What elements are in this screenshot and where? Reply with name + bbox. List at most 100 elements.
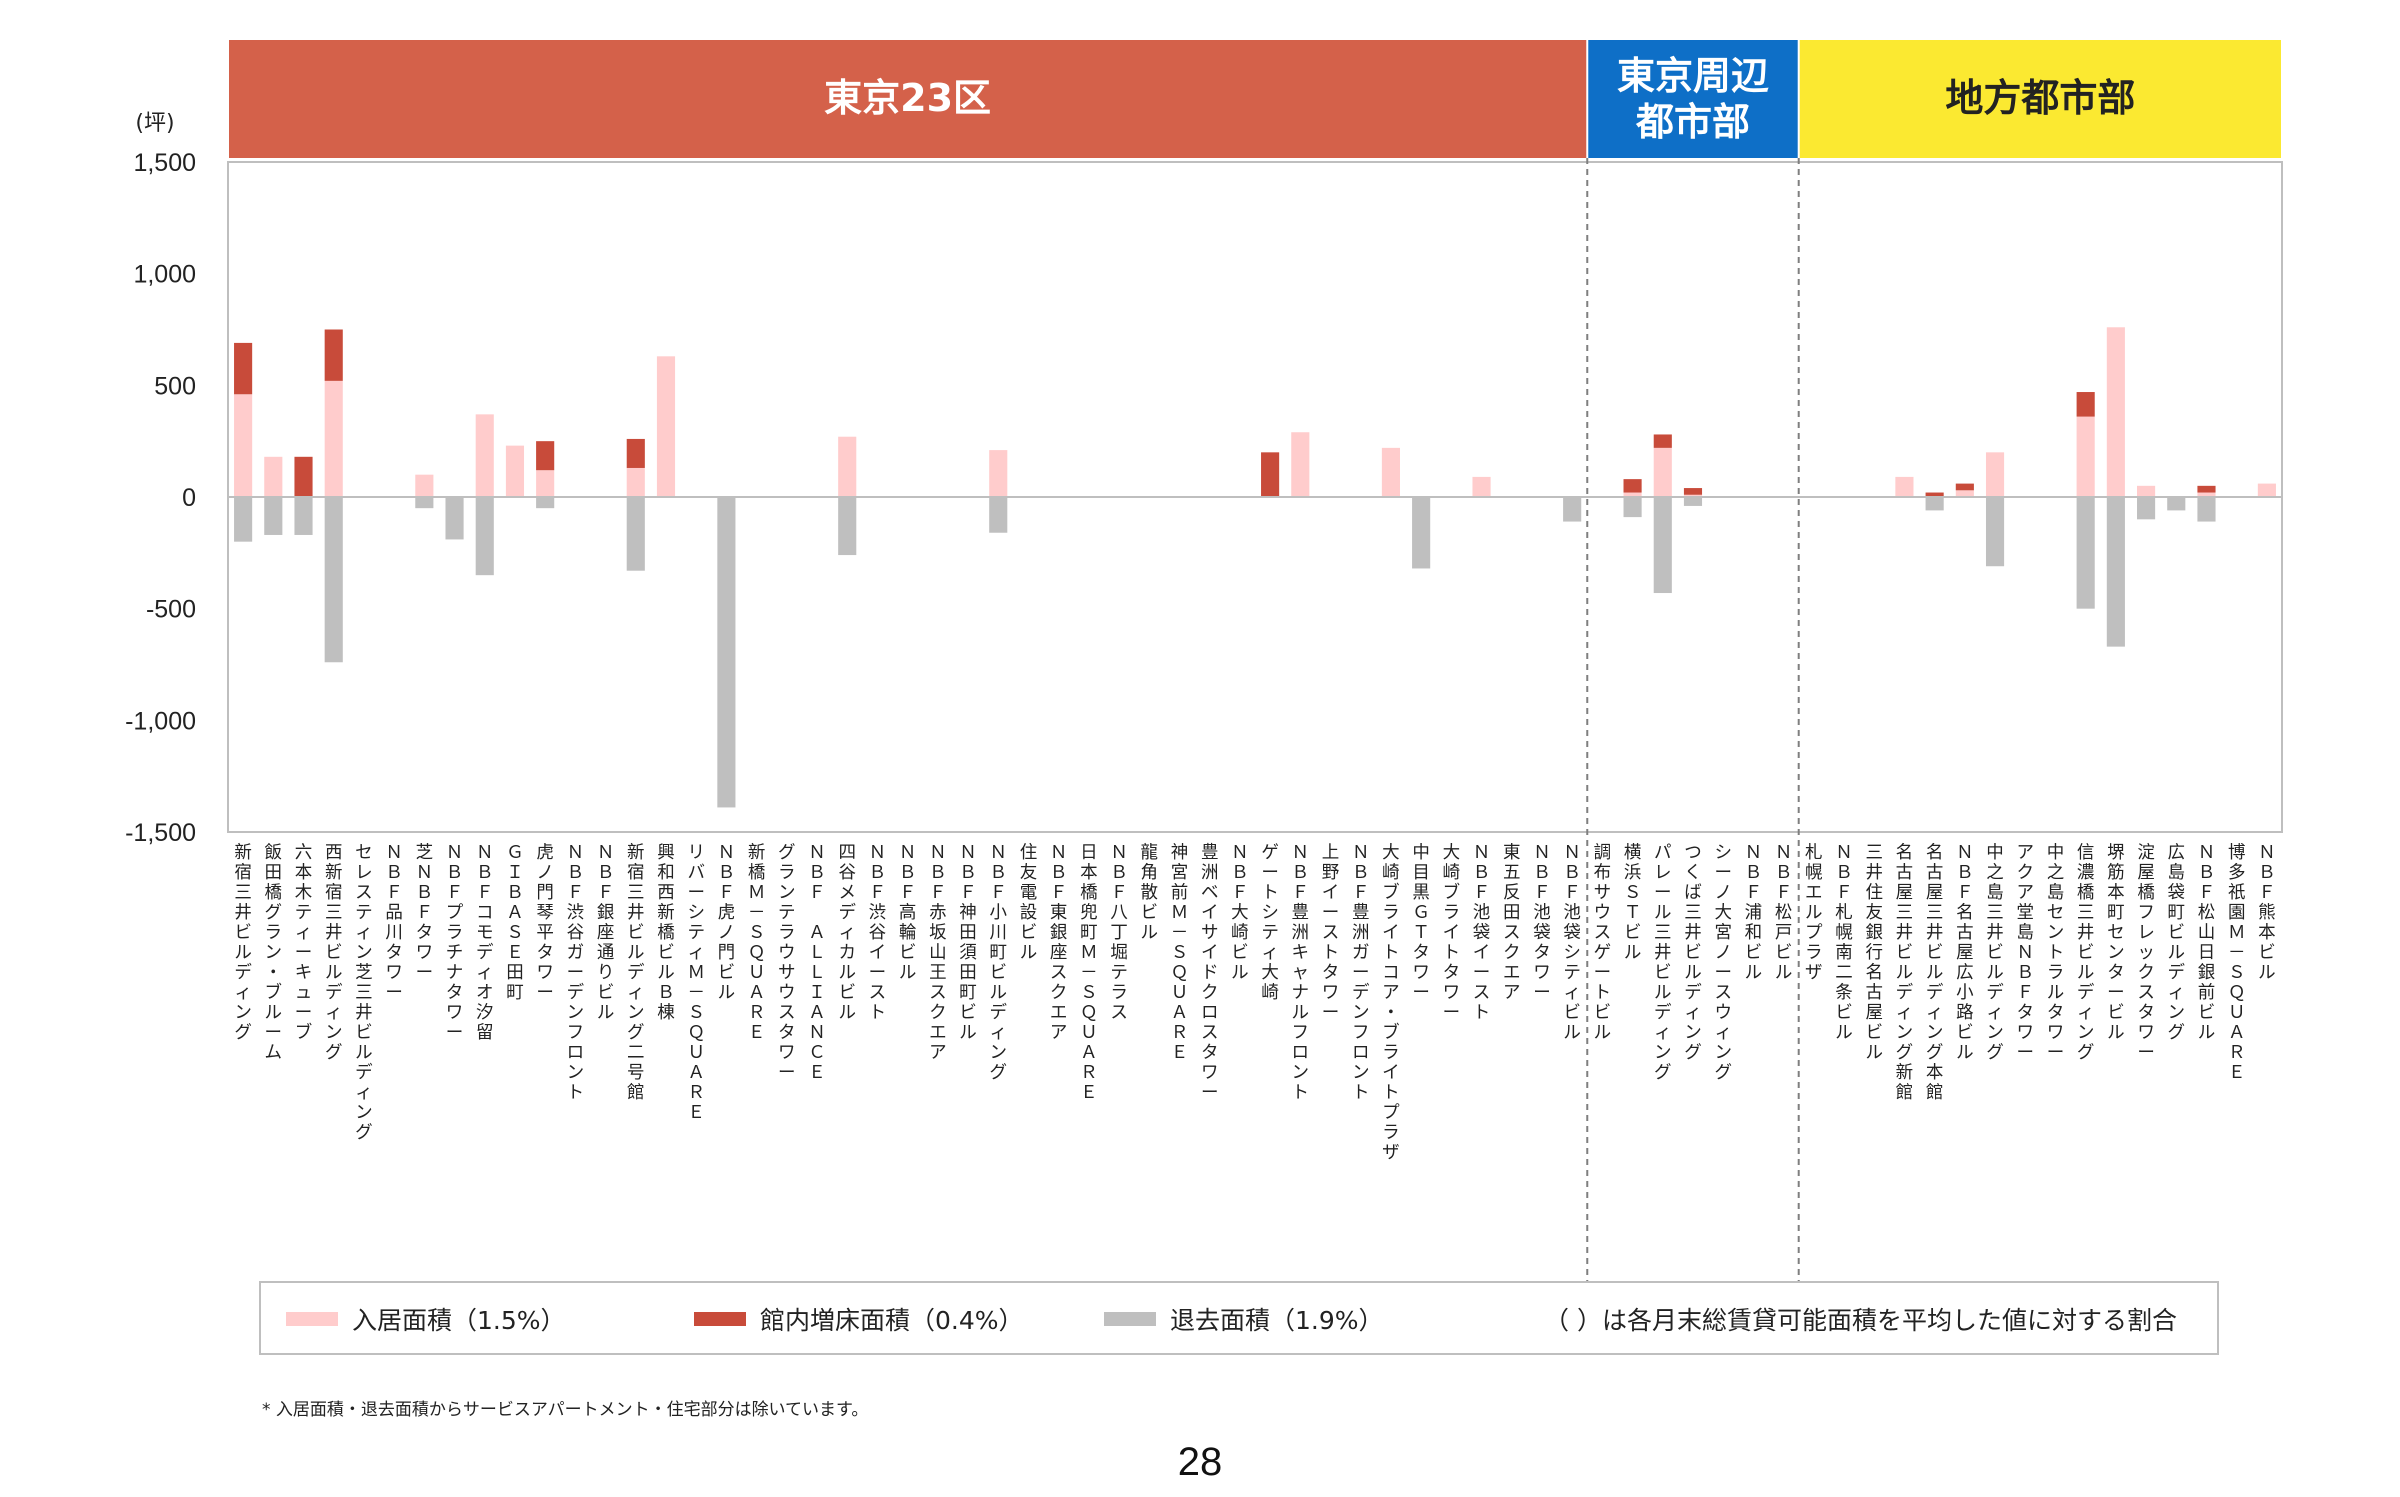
bar-move-in <box>1895 476 1914 497</box>
bar-expansion <box>1925 492 1944 497</box>
x-tick-label: 住友電設ビル <box>1020 843 1038 963</box>
x-tick-label: 大崎ブライトタワー <box>1443 843 1461 1023</box>
bar-move-out <box>1653 497 1672 594</box>
x-tick-label: リバーシティＭ－ＳＱＵＡＲＥ <box>687 843 705 1123</box>
x-tick-label: ＮＢＦ小川町ビルディング <box>990 843 1008 1083</box>
legend: 入居面積（1.5%） 館内増床面積（0.4%） 退去面積（1.9%） （ ）は各… <box>259 1281 2219 1355</box>
x-tick-label: ＮＢＦ札幌南二条ビル <box>1835 843 1853 1043</box>
region-header-1 <box>1588 40 1798 158</box>
x-tick-label: セレスティン芝三井ビルディング <box>355 843 373 1143</box>
x-tick-label: 西新宿三井ビルディング <box>325 843 343 1063</box>
x-tick-label: ＮＢＦ名古屋広小路ビル <box>1956 843 1974 1063</box>
bar-move-in <box>1653 447 1672 497</box>
x-tick-label: パレール三井ビルディング <box>1654 843 1672 1083</box>
bar-move-in <box>626 467 645 497</box>
y-tick-label: -1,500 <box>125 819 196 847</box>
bar-expansion <box>2197 485 2216 493</box>
x-tick-label: ＮＢＦ松戸ビル <box>1775 843 1793 983</box>
x-tick-label: 博多祇園Ｍ－ＳＱＵＡＲＥ <box>2228 843 2246 1083</box>
bar-move-in <box>2257 483 2276 497</box>
x-tick-label: ＮＢＦ虎ノ門ビル <box>718 843 736 1003</box>
bar-move-in <box>1291 432 1310 497</box>
footnote: * 入居面積・退去面積からサービスアパートメント・住宅部分は除いています。 <box>262 1400 869 1420</box>
x-tick-label: ＮＢＦ銀座通りビル <box>597 843 615 1023</box>
bar-move-out <box>1925 497 1944 511</box>
x-tick-label: ＮＢＦ渋谷ガーデンフロント <box>567 843 585 1103</box>
x-tick-label: 芝ＮＢＦタワー <box>416 843 434 983</box>
bar-move-out <box>1563 497 1582 522</box>
bar-move-in <box>324 380 343 497</box>
page-number: 28 <box>1177 1440 1223 1484</box>
bar-move-out <box>475 497 494 576</box>
x-tick-label: ＮＢＦ浦和ビル <box>1745 843 1763 983</box>
x-tick-label: ＮＢＦ熊本ビル <box>2258 843 2276 983</box>
region-label-0: 東京23区 <box>824 76 991 120</box>
region-header-0 <box>229 40 1587 158</box>
x-tick-label: 東五反田スクエア <box>1503 843 1521 1003</box>
legend-frame <box>259 1281 2219 1355</box>
bar-move-in <box>1381 447 1400 497</box>
y-tick-label: 1,500 <box>133 149 196 177</box>
bar-move-out <box>2106 497 2125 647</box>
bar-move-in <box>838 436 857 497</box>
x-tick-label: ＧＩＢＡＳＥ田町 <box>506 843 524 1003</box>
bar-move-out <box>2076 497 2095 609</box>
bar-move-out <box>626 497 645 571</box>
x-tick-label: 飯田橋グラン・ブルーム <box>265 843 283 1063</box>
bar-expansion <box>294 456 313 497</box>
region-header-2 <box>1799 40 2281 158</box>
x-tick-label: 四谷メディカルビル <box>838 843 856 1023</box>
x-tick-label: ＮＢＦ神田須田町ビル <box>959 843 977 1043</box>
bar-expansion <box>1623 479 1642 493</box>
legend-swatch-move-out <box>1104 1312 1156 1326</box>
x-tick-label: 淀屋橋フレックスタワー <box>2137 843 2155 1063</box>
x-tick-label: シーノ大宮ノースウィング <box>1714 843 1732 1083</box>
x-tick-label: ＮＢＦ ＡＬＬＩＡＮＣＥ <box>808 843 826 1083</box>
x-tick-label: ＮＢＦ八丁堀テラス <box>1110 843 1128 1023</box>
y-tick-label: -500 <box>146 596 196 624</box>
bar-move-out <box>1412 497 1431 569</box>
x-tick-label: 日本橋兜町Ｍ－ＳＱＵＡＲＥ <box>1080 843 1098 1103</box>
x-tick-label: ＮＢＦ赤坂山王スクエア <box>929 843 947 1063</box>
legend-note: （ ）は各月末総賃貸可能面積を平均した値に対する割合 <box>1544 1306 2177 1335</box>
bar-move-out <box>2197 497 2216 522</box>
y-tick-label: -1,000 <box>125 707 196 735</box>
bar-move-out <box>838 497 857 556</box>
x-tick-label: 横浜ＳＴビル <box>1624 843 1642 963</box>
x-tick-label: 神宮前Ｍ－ＳＱＵＡＲＥ <box>1171 843 1189 1063</box>
bar-expansion <box>1261 452 1280 497</box>
bar-move-out <box>234 497 253 542</box>
y-tick-label: 500 <box>154 372 196 400</box>
x-tick-label: 新宿三井ビルディング二号館 <box>627 843 645 1103</box>
x-tick-label: ＮＢＦ大崎ビル <box>1231 843 1249 983</box>
legend-swatch-expansion <box>694 1312 746 1326</box>
bar-move-out <box>2167 497 2186 511</box>
bar-move-out <box>445 497 464 540</box>
bar-move-out <box>415 497 434 509</box>
bar-move-out <box>264 497 283 535</box>
bar-move-in <box>1985 452 2005 497</box>
bar-move-in <box>234 394 253 497</box>
bar-expansion <box>2076 392 2095 417</box>
bar-move-in <box>1955 490 1974 497</box>
y-axis: (坪) 1,500 1,000 500 0 -500 -1,000 -1,500 <box>125 111 196 847</box>
y-tick-label: 1,000 <box>133 261 196 289</box>
bar-move-in <box>989 450 1008 497</box>
x-tick-label: 興和西新橋ビルＢ棟 <box>657 843 675 1023</box>
x-tick-label: 堺筋本町センタービル <box>2107 843 2125 1043</box>
bar-move-in <box>505 445 525 497</box>
x-tick-label: ＮＢＦ池袋シティビル <box>1563 843 1581 1043</box>
bar-move-in <box>2106 327 2125 497</box>
bar-expansion <box>234 342 253 395</box>
region-label-1: 東京周辺都市部 <box>1617 54 1769 144</box>
x-tick-label: 調布サウスゲートビル <box>1594 843 1612 1043</box>
x-tick-label: ＮＢＦ豊洲キャナルフロント <box>1292 843 1310 1103</box>
x-tick-label: 三井住友銀行名古屋ビル <box>1865 843 1883 1063</box>
bar-move-in <box>264 456 283 497</box>
bar-move-in <box>2076 416 2095 497</box>
legend-label-move-in: 入居面積（1.5%） <box>352 1306 566 1335</box>
x-tick-label: ＮＢＦ豊洲ガーデンフロント <box>1352 843 1370 1103</box>
x-tick-label: 中之島セントラルタワー <box>2047 843 2065 1063</box>
bar-move-out <box>1623 497 1642 518</box>
